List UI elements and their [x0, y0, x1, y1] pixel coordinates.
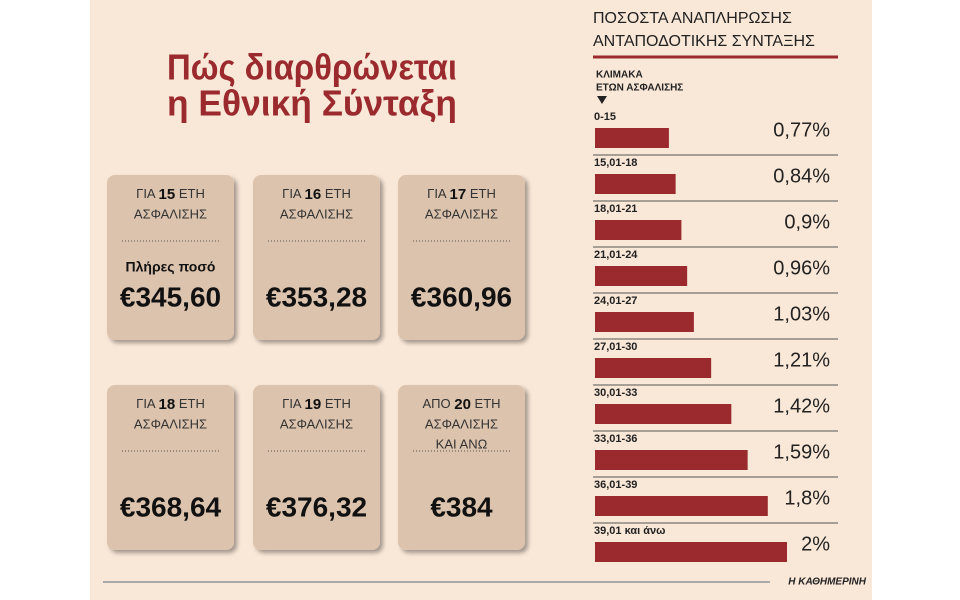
bar: [595, 450, 748, 470]
value-label: 0,9%: [784, 211, 830, 233]
card-years: 20: [454, 396, 471, 413]
card-heading: ΓΙΑ 19 ΕΤΗ: [282, 396, 351, 413]
card: [253, 175, 380, 340]
chart-title: ΠΟΣΟΣΤΑ ΑΝΑΠΛΗΡΩΣΗΣ: [593, 10, 792, 27]
card-amount: €384: [430, 491, 493, 522]
card-line: ΑΣΦΑΛΙΣΗΣ: [425, 206, 498, 221]
bar: [595, 128, 669, 148]
value-label: 1,8%: [784, 487, 830, 509]
card-amount: €353,28: [266, 281, 367, 312]
card-suffix: ΕΤΗ: [325, 186, 351, 201]
card-amount: €368,64: [120, 491, 222, 522]
card-line: ΑΣΦΑΛΙΣΗΣ: [280, 416, 353, 431]
bar: [595, 542, 787, 562]
card-suffix: ΕΤΗ: [470, 186, 496, 201]
card-line: ΚΑΙ ΑΝΩ: [436, 436, 488, 451]
card: [253, 385, 380, 550]
card-heading: ΓΙΑ 16 ΕΤΗ: [282, 186, 351, 203]
card-suffix: ΕΤΗ: [475, 396, 501, 411]
title: η Εθνική Σύνταξη: [167, 83, 457, 124]
triangle: [597, 96, 607, 104]
value-label: 1,59%: [773, 441, 830, 463]
card-prefix: ΓΙΑ: [427, 186, 447, 201]
value-label: 1,03%: [773, 303, 830, 325]
card-line: ΑΣΦΑΛΙΣΗΣ: [425, 416, 498, 431]
card-suffix: ΕΤΗ: [179, 396, 205, 411]
card-prefix: ΓΙΑ: [282, 396, 302, 411]
card-heading: ΓΙΑ 18 ΕΤΗ: [136, 396, 205, 413]
category-label: 27,01-30: [594, 341, 637, 353]
category-label: 36,01-39: [594, 479, 637, 491]
card-prefix: ΓΙΑ: [282, 186, 302, 201]
card: [107, 385, 234, 550]
card-prefix: ΑΠΟ: [422, 396, 450, 411]
value-label: 0,77%: [773, 119, 830, 141]
value-label: 1,42%: [773, 395, 830, 417]
value-label: 0,84%: [773, 165, 830, 187]
category-label: 0-15: [594, 111, 616, 123]
card-heading: ΓΙΑ 15 ΕΤΗ: [136, 186, 205, 203]
card-line: ΑΣΦΑΛΙΣΗΣ: [134, 206, 207, 221]
title: Πώς διαρθρώνεται: [167, 47, 457, 88]
chart-title: ΑΝΤΑΠΟΔΟΤΙΚΗΣ ΣΥΝΤΑΞΗΣ: [593, 33, 815, 50]
category-label: 24,01-27: [594, 295, 637, 307]
bar: [595, 404, 732, 424]
category-label: 39,01 και άνω: [594, 525, 665, 537]
bar: [595, 220, 682, 240]
card-years: 19: [305, 396, 322, 413]
card-years: 18: [159, 396, 176, 413]
category-label: 18,01-21: [594, 203, 637, 215]
card-line: ΑΣΦΑΛΙΣΗΣ: [134, 416, 207, 431]
card-suffix: ΕΤΗ: [179, 186, 205, 201]
category-header: ΕΤΩΝ ΑΣΦΑΛΙΣΗΣ: [596, 83, 683, 94]
card-note: Πλήρες ποσό: [126, 259, 216, 275]
bar: [595, 496, 768, 516]
card-prefix: ΓΙΑ: [136, 396, 156, 411]
category-label: 33,01-36: [594, 433, 637, 445]
bar: [595, 358, 712, 378]
card-heading: ΑΠΟ 20 ΕΤΗ: [422, 396, 500, 413]
card-suffix: ΕΤΗ: [325, 396, 351, 411]
card-years: 16: [305, 186, 322, 203]
card: [398, 385, 525, 550]
card-prefix: ΓΙΑ: [136, 186, 156, 201]
card-line: ΑΣΦΑΛΙΣΗΣ: [280, 206, 353, 221]
card-amount: €345,60: [120, 281, 221, 312]
card-amount: €376,32: [266, 491, 367, 522]
bar: [595, 266, 688, 286]
value-label: 2%: [801, 533, 830, 555]
category-label: 30,01-33: [594, 387, 637, 399]
bar: [595, 312, 694, 332]
category-label: 21,01-24: [594, 249, 638, 261]
category-header: ΚΛΙΜΑΚΑ: [596, 70, 643, 81]
card-heading: ΓΙΑ 17 ΕΤΗ: [427, 186, 496, 203]
card-years: 15: [159, 186, 176, 203]
bar: [595, 174, 676, 194]
value-label: 0,96%: [773, 257, 830, 279]
category-label: 15,01-18: [594, 157, 637, 169]
card: [398, 175, 525, 340]
card: [107, 175, 234, 340]
card-years: 17: [450, 186, 467, 203]
value-label: 1,21%: [773, 349, 830, 371]
card-amount: €360,96: [411, 281, 512, 312]
source: Η ΚΑΘΗΜΕΡΙΝΗ: [788, 577, 867, 588]
